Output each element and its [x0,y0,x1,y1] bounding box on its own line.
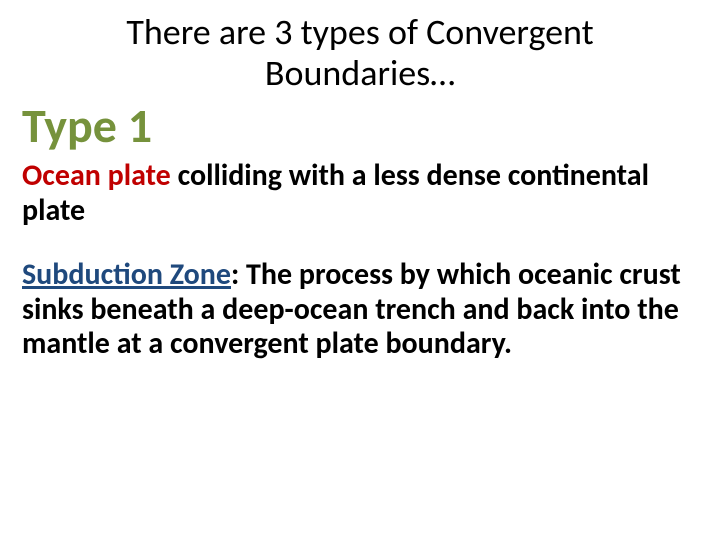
highlight-ocean-plate: Ocean plate [22,157,171,194]
type-heading: Type 1 [22,101,698,151]
paragraph-subduction: Subduction Zone: The process by which oc… [22,258,698,362]
paragraph-ocean-plate: Ocean plate colliding with a less dense … [22,159,698,228]
highlight-subduction: Subduction Zone [22,256,231,293]
slide-title: There are 3 types of Convergent Boundari… [22,12,698,95]
